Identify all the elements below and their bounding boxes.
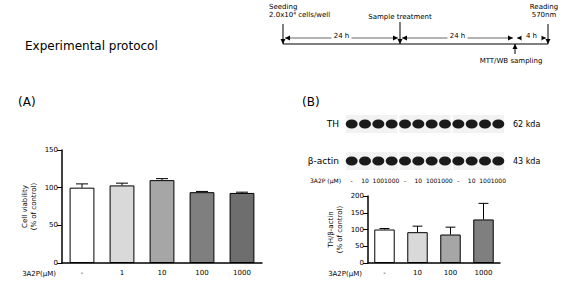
svg-text:(A): (A) <box>18 95 36 109</box>
svg-text:Seeding2.0x10⁴ cells/well: Seeding2.0x10⁴ cells/well <box>269 3 330 19</box>
svg-text:3A2P(μM): 3A2P(μM) <box>328 270 362 278</box>
svg-text:Experimental protocol: Experimental protocol <box>25 39 158 53</box>
svg-text:100: 100 <box>45 184 58 192</box>
svg-text:62 kda: 62 kda <box>513 120 540 129</box>
svg-text:(B): (B) <box>302 95 320 109</box>
svg-text:100: 100 <box>373 177 385 184</box>
svg-text:β-actin: β-actin <box>308 156 339 166</box>
svg-text:-: - <box>457 177 459 184</box>
svg-text:24 h: 24 h <box>334 32 350 40</box>
svg-text:-: - <box>383 269 386 277</box>
svg-text:50: 50 <box>49 221 58 229</box>
svg-text:-: - <box>351 177 353 184</box>
svg-text:(% of control): (% of control) <box>336 205 344 253</box>
svg-text:100: 100 <box>426 177 438 184</box>
svg-text:0: 0 <box>54 259 58 267</box>
svg-text:TH: TH <box>326 119 339 129</box>
svg-text:Cell viability: Cell viability <box>21 185 29 228</box>
svg-text:TH/β-actin: TH/β-actin <box>327 211 335 248</box>
svg-text:(% of control): (% of control) <box>30 182 38 230</box>
svg-text:4 h: 4 h <box>526 32 537 40</box>
svg-text:24 h: 24 h <box>450 32 466 40</box>
svg-text:10: 10 <box>468 177 476 184</box>
svg-text:150: 150 <box>351 209 364 217</box>
svg-text:0: 0 <box>360 259 364 267</box>
svg-text:50: 50 <box>355 242 364 250</box>
svg-text:1: 1 <box>120 269 124 277</box>
svg-text:10: 10 <box>361 177 369 184</box>
svg-text:3A2P (μM): 3A2P (μM) <box>310 177 341 185</box>
svg-text:1000: 1000 <box>384 177 399 184</box>
svg-text:-: - <box>404 177 406 184</box>
svg-text:1000: 1000 <box>233 269 251 277</box>
svg-text:-: - <box>81 269 84 277</box>
svg-text:1000: 1000 <box>437 177 452 184</box>
svg-text:100: 100 <box>195 269 208 277</box>
svg-text:MTT/WB sampling: MTT/WB sampling <box>480 57 543 65</box>
svg-text:3A2P(μM): 3A2P(μM) <box>22 270 56 278</box>
svg-text:43 kda: 43 kda <box>513 157 540 166</box>
svg-text:10: 10 <box>415 177 423 184</box>
svg-text:200: 200 <box>351 192 364 200</box>
svg-text:1000: 1000 <box>491 177 506 184</box>
svg-text:100: 100 <box>444 269 457 277</box>
svg-text:Sample treatment: Sample treatment <box>368 13 432 21</box>
svg-text:10: 10 <box>158 269 167 277</box>
svg-text:10: 10 <box>413 269 422 277</box>
svg-text:150: 150 <box>45 146 58 154</box>
svg-text:1000: 1000 <box>475 269 493 277</box>
svg-text:Reading570nm: Reading570nm <box>530 3 558 19</box>
svg-text:100: 100 <box>479 177 491 184</box>
svg-text:100: 100 <box>351 226 364 234</box>
